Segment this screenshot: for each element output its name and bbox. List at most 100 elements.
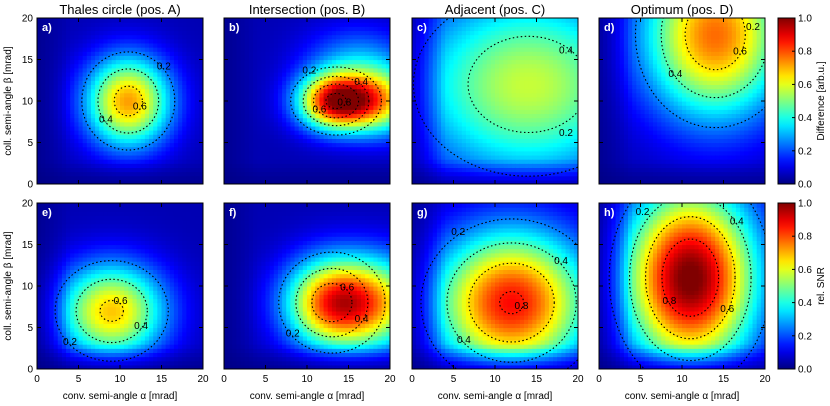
heatmap-cell: [532, 146, 538, 152]
heatmap-cell: [511, 175, 517, 181]
heatmap-cell: [261, 159, 267, 164]
heatmap-cell: [478, 125, 484, 131]
contour-line: [325, 92, 347, 110]
heatmap-cell: [286, 42, 291, 48]
heatmap-cell: [449, 92, 455, 98]
heatmap-cell: [41, 51, 46, 56]
heatmap-cell: [66, 179, 71, 184]
heatmap-cell: [136, 26, 142, 32]
heatmap-cell: [536, 154, 542, 160]
heatmap-cell: [307, 67, 312, 73]
heatmap-cell: [528, 150, 533, 156]
heatmap-cell: [478, 51, 484, 56]
heatmap-cell: [340, 34, 345, 40]
heatmap-cell: [294, 71, 300, 77]
heatmap-cell: [536, 150, 542, 156]
heatmap-cell: [70, 38, 75, 44]
heatmap-cell: [603, 101, 608, 106]
y-tick-label: 15: [22, 55, 34, 66]
heatmap-cell: [261, 18, 267, 23]
heatmap-cell: [319, 84, 325, 90]
heatmap-cell: [599, 101, 604, 106]
heatmap-cell: [495, 55, 500, 61]
heatmap-cell: [169, 121, 175, 127]
heatmap-cell: [165, 84, 171, 90]
heatmap-cell: [86, 55, 92, 61]
heatmap-cell: [561, 84, 567, 90]
heatmap-cell: [244, 80, 250, 85]
heatmap-cell: [311, 113, 316, 119]
heatmap-cell: [269, 38, 275, 44]
heatmap-cell: [373, 51, 379, 56]
heatmap-cell: [548, 51, 554, 56]
heatmap-cell: [224, 51, 229, 56]
heatmap-cell: [49, 163, 55, 168]
heatmap-cell: [78, 34, 84, 40]
heatmap-cell: [369, 34, 374, 40]
heatmap-cell: [536, 88, 542, 94]
heatmap-cell: [603, 22, 608, 27]
heatmap-cell: [173, 96, 179, 102]
heatmap-cell: [153, 142, 158, 148]
heatmap-cell: [461, 121, 467, 127]
heatmap-cell: [153, 80, 158, 85]
heatmap-cell: [61, 18, 67, 23]
heatmap-cell: [611, 130, 617, 135]
heatmap-cell: [49, 96, 55, 102]
heatmap-cell: [344, 175, 350, 181]
heatmap-cell: [228, 59, 233, 65]
heatmap-cell: [240, 105, 246, 110]
heatmap-cell: [482, 105, 488, 110]
heatmap-cell: [157, 38, 163, 44]
heatmap-cell: [178, 101, 183, 106]
heatmap-cell: [611, 167, 617, 173]
heatmap-cell: [369, 146, 374, 152]
heatmap-cell: [149, 71, 154, 77]
heatmap-cell: [470, 146, 475, 152]
heatmap-cell: [240, 26, 246, 32]
heatmap-cell: [228, 88, 233, 94]
heatmap-cell: [107, 146, 113, 152]
heatmap-cell: [244, 92, 250, 98]
heatmap-cell: [311, 38, 316, 44]
heatmap-cell: [115, 92, 121, 98]
heatmap-cell: [290, 130, 296, 135]
heatmap-cell: [144, 42, 150, 48]
heatmap-cell: [511, 163, 517, 168]
heatmap-cell: [428, 47, 434, 52]
heatmap-cell: [224, 71, 229, 77]
heatmap-cell: [149, 179, 154, 184]
heatmap-cell: [99, 92, 104, 98]
heatmap-cell: [307, 34, 312, 40]
heatmap-cell: [286, 146, 291, 152]
panel-label: b): [229, 22, 240, 34]
heatmap-cell: [461, 125, 467, 131]
heatmap-cell: [441, 71, 446, 77]
heatmap-cell: [565, 42, 571, 48]
heatmap-cell: [569, 159, 575, 164]
heatmap-cell: [482, 76, 488, 81]
heatmap-cell: [486, 130, 492, 135]
heatmap-cell: [302, 175, 308, 181]
heatmap-cell: [153, 163, 158, 168]
heatmap-cell: [607, 59, 613, 65]
heatmap-cell: [182, 34, 187, 40]
heatmap-cell: [169, 76, 175, 81]
heatmap-cell: [461, 55, 467, 61]
heatmap-cell: [124, 18, 129, 23]
heatmap-cell: [82, 18, 88, 23]
heatmap-cell: [74, 109, 80, 115]
heatmap-cell: [412, 88, 417, 94]
heatmap-cell: [178, 38, 183, 44]
heatmap-cell: [573, 109, 578, 115]
heatmap-cell: [253, 92, 258, 98]
heatmap-cell: [144, 109, 150, 115]
heatmap-cell: [244, 134, 250, 139]
heatmap-cell: [611, 159, 617, 164]
heatmap-cell: [198, 34, 203, 40]
heatmap-cell: [449, 18, 455, 23]
heatmap-cell: [369, 71, 374, 77]
heatmap-cell: [457, 138, 463, 144]
heatmap-cell: [565, 63, 571, 69]
heatmap-cell: [424, 101, 430, 106]
